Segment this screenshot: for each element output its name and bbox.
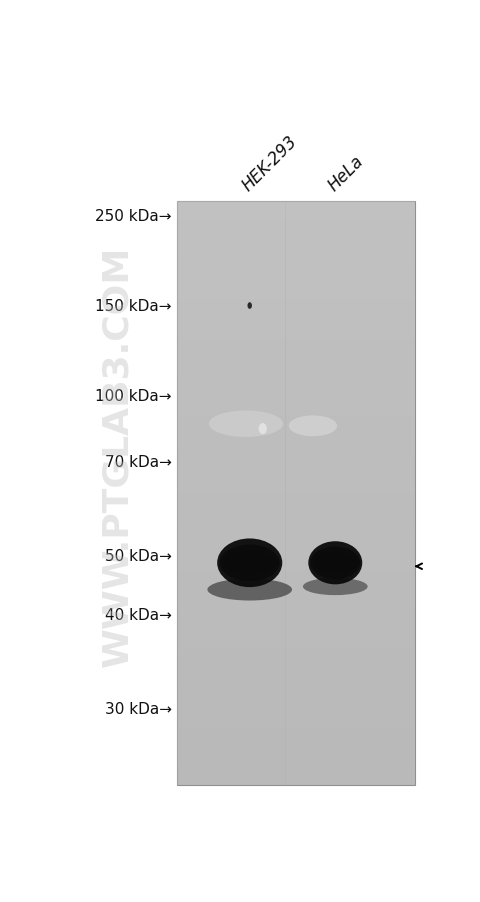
Bar (177, 532, 415, 552)
Ellipse shape (248, 303, 252, 309)
Ellipse shape (314, 552, 357, 574)
Bar (177, 397, 415, 416)
Bar (177, 572, 415, 591)
Text: 100 kDa→: 100 kDa→ (95, 389, 172, 404)
Bar (177, 474, 415, 493)
Bar (177, 727, 415, 747)
Bar (177, 513, 415, 532)
Bar (177, 241, 415, 261)
Bar (177, 436, 415, 455)
Bar (177, 318, 415, 338)
Text: 150 kDa→: 150 kDa→ (95, 299, 172, 314)
Text: 50 kDa→: 50 kDa→ (105, 548, 172, 564)
Bar (177, 668, 415, 688)
Ellipse shape (207, 579, 292, 601)
Bar (177, 591, 415, 611)
Ellipse shape (220, 545, 280, 582)
Ellipse shape (224, 551, 276, 575)
Ellipse shape (308, 541, 362, 584)
Bar (177, 202, 415, 222)
Bar (177, 455, 415, 474)
Bar (177, 688, 415, 708)
Ellipse shape (303, 578, 368, 595)
Bar (177, 611, 415, 630)
Bar (177, 261, 415, 280)
Ellipse shape (259, 424, 267, 435)
Text: 30 kDa→: 30 kDa→ (105, 702, 172, 716)
Bar (177, 338, 415, 357)
Bar (177, 747, 415, 766)
Bar (177, 299, 415, 318)
Bar (177, 280, 415, 299)
Text: 70 kDa→: 70 kDa→ (105, 455, 172, 470)
Ellipse shape (289, 416, 337, 437)
Bar (177, 416, 415, 436)
Bar (177, 202, 415, 786)
Bar (177, 377, 415, 397)
Bar (177, 222, 415, 241)
Bar (177, 649, 415, 668)
Bar (177, 630, 415, 649)
Text: 250 kDa→: 250 kDa→ (95, 208, 172, 224)
Bar (177, 493, 415, 513)
Bar (177, 766, 415, 786)
Ellipse shape (311, 547, 360, 579)
Bar (177, 708, 415, 727)
Ellipse shape (209, 411, 283, 437)
Text: WWW.PTGLAB3.COM: WWW.PTGLAB3.COM (101, 245, 135, 666)
Ellipse shape (217, 538, 282, 587)
Text: HEK-293: HEK-293 (239, 133, 301, 195)
Text: HeLa: HeLa (324, 152, 367, 195)
Text: 40 kDa→: 40 kDa→ (105, 608, 172, 622)
Bar (177, 552, 415, 572)
Bar (177, 357, 415, 377)
